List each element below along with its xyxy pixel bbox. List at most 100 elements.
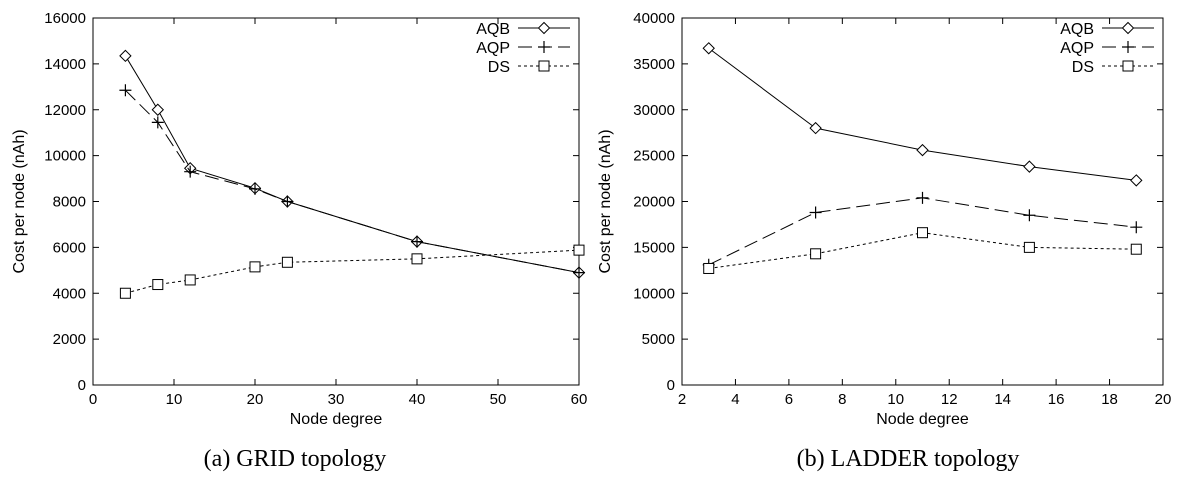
data-point-aqb [809,121,822,135]
x-tick-label: 16 [1048,391,1065,408]
legend-marker [1122,60,1134,72]
legend-marker [537,21,551,35]
y-tick-label: 0 [78,377,86,394]
data-point-aqb [151,103,165,116]
x-tick-label: 50 [490,391,507,408]
series-aqb [702,42,1143,187]
y-tick-label: 16000 [44,10,86,27]
y-tick-label: 6000 [53,239,86,256]
data-point-aqb [1130,174,1143,187]
data-point-aqp [184,165,197,178]
series-line-aqb [124,55,580,274]
x-tick-label: 18 [1101,391,1118,408]
series-aqp [119,84,585,279]
y-tick-label: 4000 [53,285,86,302]
series-line-ds [125,249,580,294]
y-tick-label: 14000 [44,56,86,73]
data-point-aqp [249,182,261,195]
x-tick-label: 12 [941,391,958,408]
y-tick-label: 2000 [53,331,86,348]
y-tick-label: 0 [667,377,675,394]
x-axis-label: Node degree [876,411,969,428]
data-point-aqp [411,235,423,248]
data-point-aqp [1023,209,1036,222]
legend-entry-ds: DS [1072,59,1154,76]
data-point-aqp [1130,221,1143,234]
legend-marker [538,60,550,72]
legend-entry-aqb: AQB [476,21,570,38]
legend-entry-aqp: AQP [1060,40,1154,57]
series-ds [703,227,1142,274]
data-point-ds [573,244,585,256]
y-tick-label: 10000 [633,285,675,302]
y-tick-label: 5000 [642,331,675,348]
data-point-ds [1023,241,1035,253]
y-axis-label: Cost per node (nAh) [11,129,28,273]
data-point-aqp [573,266,585,279]
series-line-aqp [125,89,580,274]
x-tick-label: 40 [409,391,426,408]
data-point-ds [411,253,423,265]
data-point-ds [184,274,196,286]
chart-caption: (a) GRID topology [204,446,387,472]
legend-marker [538,41,550,53]
legend-label: DS [488,59,510,76]
legend-label: AQP [1060,40,1094,57]
chart-caption: (b) LADDER topology [797,446,1020,472]
data-point-aqp [151,116,164,129]
data-point-ds [810,248,822,260]
y-axis-label: Cost per node (nAh) [597,129,614,273]
legend-entry-aqb: AQB [1060,21,1154,38]
legend-marker [1122,41,1134,53]
x-tick-label: 60 [571,391,588,408]
grid-topology-chart: 0 2000 4000 6000 8000 10000 12000 14000 16000 0 10… [11,10,587,472]
y-tick-label: 35000 [633,56,675,73]
y-tick-label: 40000 [633,10,675,27]
x-tick-label: 20 [1155,391,1172,408]
legend-marker [1121,21,1135,35]
y-tick-label: 15000 [633,239,675,256]
data-point-aqp [119,84,132,97]
x-tick-label: 4 [731,391,739,408]
y-tick-label: 30000 [633,102,675,119]
y-tick-label: 25000 [633,148,675,165]
data-point-ds [917,227,928,239]
data-point-ds [119,287,131,299]
x-tick-label: 30 [328,391,345,408]
data-point-ds [152,279,164,291]
y-tick-label: 20000 [633,194,675,211]
legend-label: AQB [476,21,510,38]
data-point-ds [249,261,261,273]
x-tick-label: 14 [994,391,1011,408]
legend-label: AQP [476,40,510,57]
series-aqb [119,49,586,279]
data-point-ds [281,256,293,268]
x-tick-label: 10 [887,391,904,408]
x-tick-label: 0 [89,391,97,408]
y-tick-label: 10000 [44,148,86,165]
x-tick-label: 2 [678,391,686,408]
data-point-aqp [809,206,822,219]
legend-label: AQB [1060,21,1094,38]
data-point-aqb [916,143,929,157]
legend-entry-aqp: AQP [476,40,570,57]
x-tick-label: 10 [166,391,183,408]
x-tick-label: 8 [838,391,846,408]
data-point-aqb [1023,160,1036,173]
x-axis-label: Node degree [290,411,383,428]
data-point-ds [703,262,715,274]
x-tick-label: 6 [785,391,793,408]
ladder-topology-chart: 0 5000 10000 15000 20000 25000 30000 35000 40000… [597,10,1171,472]
legend-entry-ds: DS [488,59,570,76]
y-tick-label: 8000 [53,194,86,211]
y-tick-label: 12000 [44,102,86,119]
data-point-aqb [702,42,715,55]
x-tick-label: 20 [247,391,264,408]
data-point-aqb [119,49,132,63]
data-point-ds [1130,243,1142,255]
series-ds [119,244,585,299]
data-point-aqp [281,195,294,208]
data-point-aqp [916,191,929,204]
legend-label: DS [1072,59,1094,76]
